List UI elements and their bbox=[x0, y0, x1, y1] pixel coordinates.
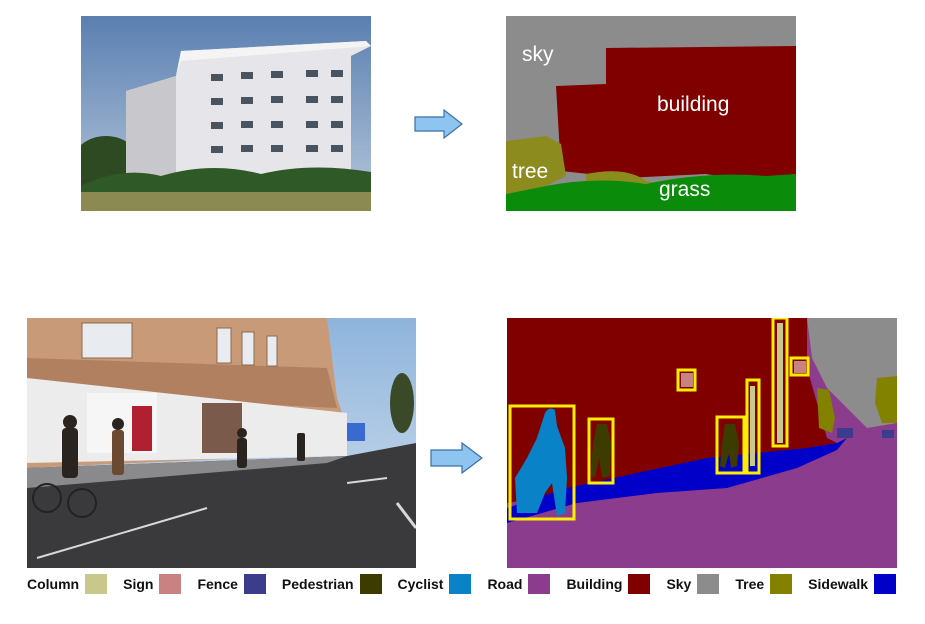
top-arrow-icon bbox=[414, 109, 463, 139]
bottom-arrow-icon bbox=[430, 442, 483, 474]
bbox-column-2 bbox=[771, 318, 789, 448]
bbox-sign-1 bbox=[676, 368, 697, 392]
seg-label-tree: tree bbox=[512, 160, 549, 183]
legend-swatch bbox=[159, 574, 182, 594]
legend-swatch bbox=[359, 574, 382, 594]
legend-swatch bbox=[85, 574, 108, 594]
seg-label-building: building bbox=[657, 93, 730, 116]
legend-label: Pedestrian bbox=[281, 576, 354, 592]
legend-item-building: Building bbox=[566, 574, 651, 594]
legend-label: Building bbox=[566, 576, 623, 592]
bottom-photo-street bbox=[27, 318, 416, 568]
seg-cyclist-region bbox=[515, 408, 567, 516]
legend-swatch bbox=[697, 574, 720, 594]
bbox-pedestrian-1 bbox=[587, 417, 615, 485]
legend-label: Fence bbox=[197, 576, 238, 592]
legend-swatch bbox=[243, 574, 266, 594]
bbox-sign-2 bbox=[789, 356, 810, 377]
legend-item-sky: Sky bbox=[666, 574, 720, 594]
seg-building-region bbox=[556, 46, 796, 181]
legend-label: Sidewalk bbox=[808, 576, 869, 592]
seg-tree-region-2 bbox=[817, 388, 835, 433]
top-photo-image bbox=[81, 16, 371, 211]
legend-item-road: Road bbox=[487, 574, 551, 594]
seg-sky-region-2 bbox=[807, 318, 897, 428]
seg-tree-region bbox=[506, 136, 566, 194]
legend-item-fence: Fence bbox=[197, 574, 266, 594]
seg-pedestrian-region bbox=[591, 424, 611, 478]
legend-item-sidewalk: Sidewalk bbox=[808, 574, 897, 594]
bottom-segmentation-map bbox=[507, 318, 897, 568]
legend-label: Sign bbox=[123, 576, 154, 592]
legend-label: Cyclist bbox=[397, 576, 444, 592]
legend-swatch bbox=[770, 574, 793, 594]
legend-item-cyclist: Cyclist bbox=[398, 574, 472, 594]
top-segmentation: sky building tree grass bbox=[506, 16, 796, 211]
legend-item-pedestrian: Pedestrian bbox=[282, 574, 382, 594]
bbox-column-1 bbox=[745, 378, 761, 475]
bbox-pedestrian-2 bbox=[715, 415, 746, 475]
legend-label: Sky bbox=[666, 576, 692, 592]
legend: Column Sign Fence Pedestrian Cyclist Road Buil… bbox=[27, 570, 907, 598]
legend-swatch bbox=[628, 574, 651, 594]
legend-label: Tree bbox=[735, 576, 765, 592]
bbox-cyclist bbox=[508, 404, 576, 521]
legend-swatch bbox=[449, 574, 472, 594]
legend-item-column: Column bbox=[27, 574, 108, 594]
seg-label-grass: grass bbox=[659, 178, 711, 201]
seg-label-sky: sky bbox=[522, 43, 554, 66]
top-photo-building bbox=[81, 16, 371, 211]
legend-swatch bbox=[528, 574, 551, 594]
legend-item-tree: Tree bbox=[735, 574, 793, 594]
seg-sidewalk-region bbox=[507, 438, 847, 523]
top-segmentation-map bbox=[506, 16, 796, 211]
bottom-segmentation bbox=[507, 318, 897, 568]
legend-item-sign: Sign bbox=[123, 574, 182, 594]
legend-label: Road bbox=[487, 576, 523, 592]
legend-label: Column bbox=[27, 576, 80, 592]
bottom-photo-image bbox=[27, 318, 416, 568]
legend-swatch bbox=[874, 574, 897, 594]
seg-grass-region bbox=[506, 174, 796, 211]
